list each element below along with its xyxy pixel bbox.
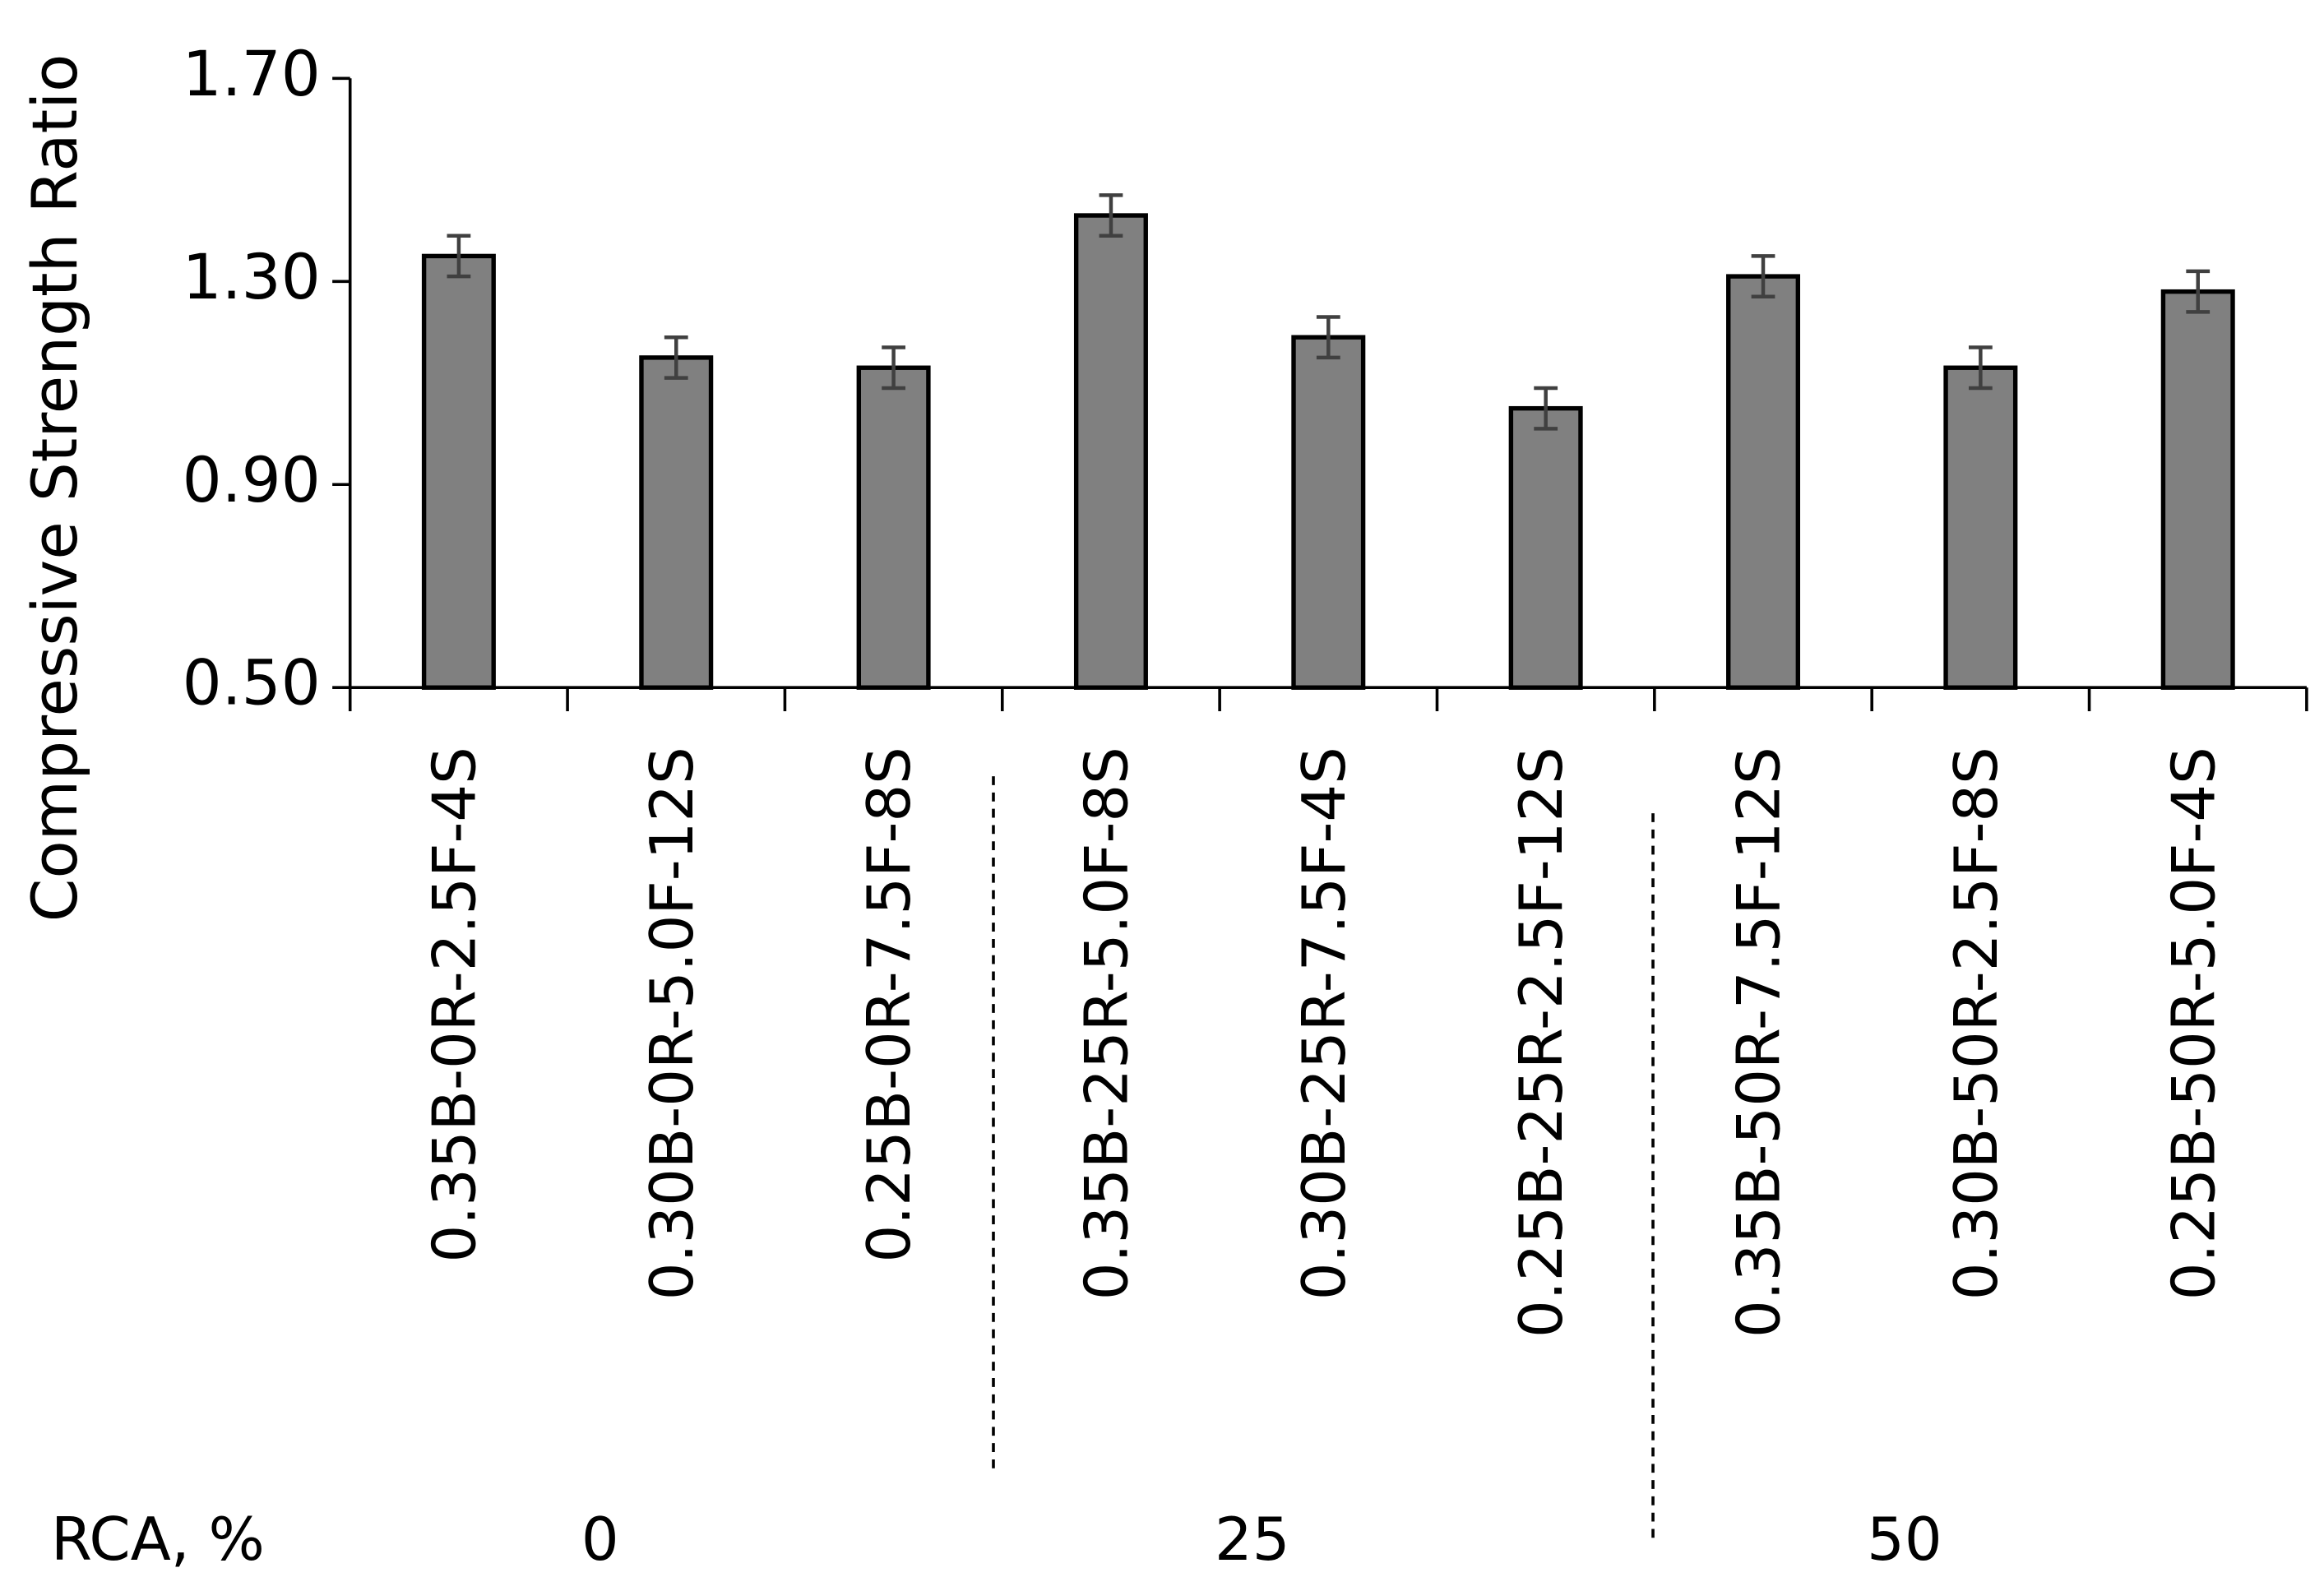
bar bbox=[1726, 274, 1801, 690]
bar bbox=[1291, 335, 1366, 690]
bar bbox=[856, 365, 931, 690]
bar bbox=[1073, 213, 1148, 690]
bar bbox=[1943, 365, 2018, 690]
y-tick-label: 1.30 bbox=[183, 241, 321, 313]
error-bar bbox=[664, 335, 688, 380]
x-tick-label: 0.25B-0R-7.5F-8S bbox=[854, 747, 924, 1262]
error-bar bbox=[1316, 315, 1340, 360]
y-tick-label: 0.50 bbox=[183, 647, 321, 719]
bar bbox=[639, 355, 714, 690]
bar bbox=[2160, 289, 2235, 690]
bar bbox=[1508, 405, 1583, 690]
group-label: 50 bbox=[1867, 1505, 1942, 1574]
x-tick-label: 0.35B-0R-2.5F-4S bbox=[419, 747, 488, 1262]
x-tick-label: 0.30B-0R-5.0F-12S bbox=[637, 747, 706, 1300]
error-bar bbox=[882, 345, 905, 391]
group-label: 0 bbox=[581, 1505, 619, 1574]
y-tick-label: 0.90 bbox=[183, 444, 321, 516]
error-bar bbox=[1751, 254, 1775, 299]
x-tick-label: 0.35B-25R-5.0F-8S bbox=[1072, 747, 1141, 1300]
error-bar bbox=[2186, 269, 2211, 314]
x-tick-label: 0.25B-50R-5.0F-4S bbox=[2159, 747, 2228, 1300]
x-tick-label: 0.35B-50R-7.5F-12S bbox=[1724, 747, 1794, 1338]
group-axis-title: RCA, % bbox=[51, 1505, 265, 1574]
error-bar bbox=[1968, 345, 1993, 391]
error-bar bbox=[1099, 193, 1123, 238]
group-label: 25 bbox=[1215, 1505, 1290, 1574]
error-bar bbox=[447, 234, 471, 279]
x-tick-label: 0.30B-25R-7.5F-4S bbox=[1289, 747, 1359, 1300]
error-bar bbox=[1534, 386, 1558, 431]
y-axis-title: Compressive Strength Ratio bbox=[19, 54, 91, 923]
x-tick-label: 0.30B-50R-2.5F-8S bbox=[1942, 747, 2011, 1300]
bar bbox=[421, 253, 496, 690]
y-tick-label: 1.70 bbox=[183, 38, 321, 110]
x-tick-label: 0.25B-25R-2.5F-12S bbox=[1507, 747, 1576, 1338]
